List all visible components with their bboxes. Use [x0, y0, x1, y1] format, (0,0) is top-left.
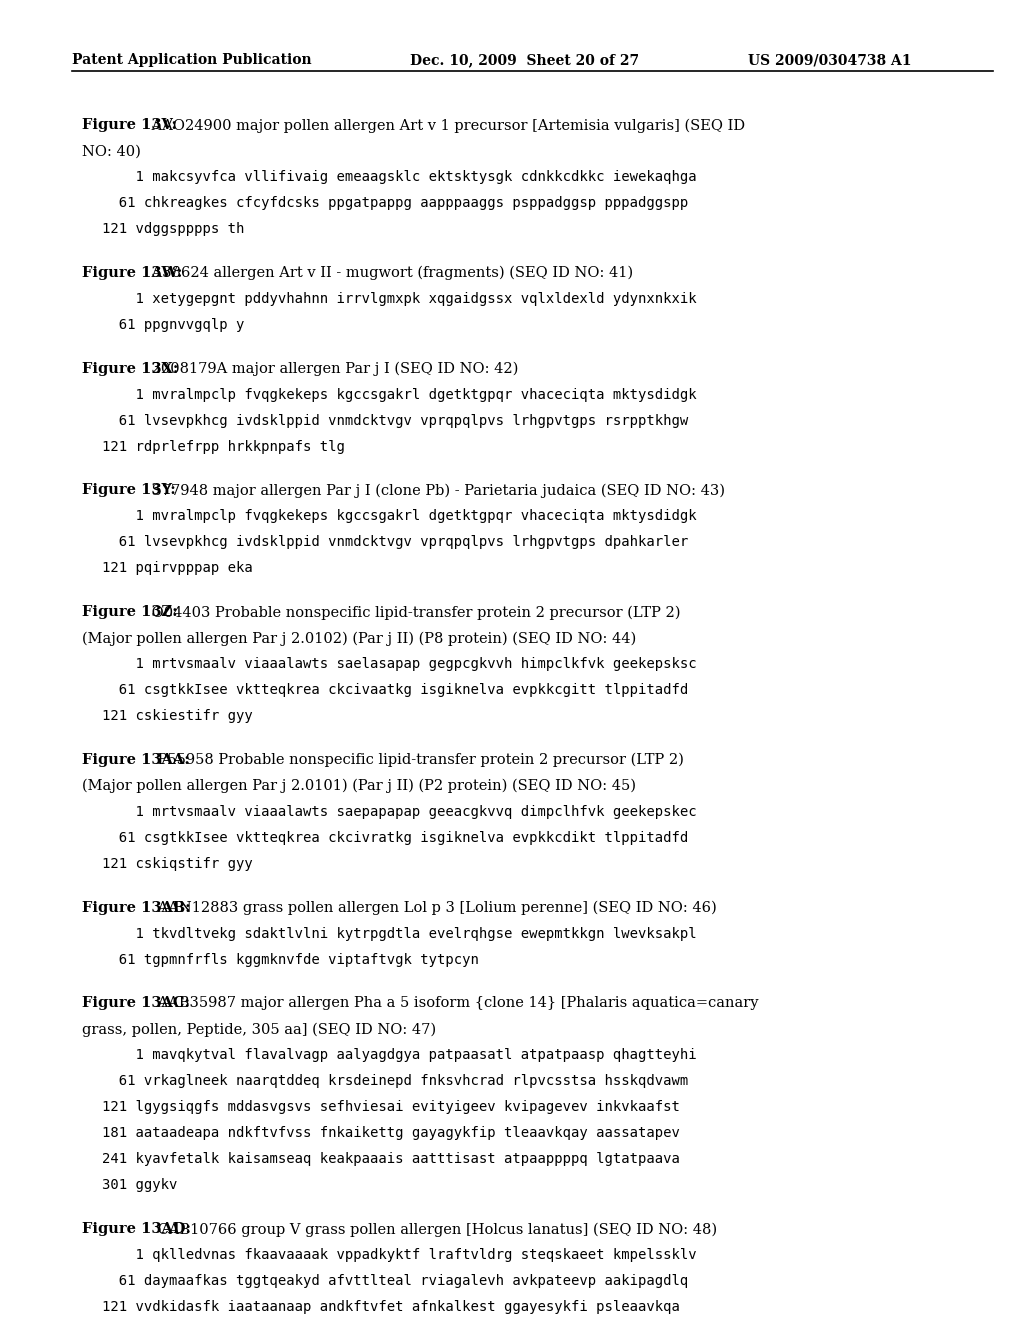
- Text: 2008179A major allergen Par j I (SEQ ID NO: 42): 2008179A major allergen Par j I (SEQ ID …: [147, 362, 518, 376]
- Text: S77948 major allergen Par j I (clone Pb) - Parietaria judaica (SEQ ID NO: 43): S77948 major allergen Par j I (clone Pb)…: [147, 483, 725, 498]
- Text: CAB10766 group V grass pollen allergen [Holcus lanatus] (SEQ ID NO: 48): CAB10766 group V grass pollen allergen […: [154, 1222, 718, 1237]
- Text: Figure 13V:: Figure 13V:: [82, 119, 177, 132]
- Text: 61 csgtkkIsee vktteqkrea ckcivratkg isgiknelva evpkkcdikt tlppitadfd: 61 csgtkkIsee vktteqkrea ckcivratkg isgi…: [102, 832, 689, 845]
- Text: AAB35987 major allergen Pha a 5 isoform {clone 14} [Phalaris aquatica=canary: AAB35987 major allergen Pha a 5 isoform …: [154, 997, 759, 1010]
- Text: 1 mvralmpclp fvqgkekeps kgccsgakrl dgetktgpqr vhaceciqta mktysdidgk: 1 mvralmpclp fvqgkekeps kgccsgakrl dgetk…: [102, 510, 697, 524]
- Text: 1 makcsyvfca vllifivaig emeaagsklc ektsktysgk cdnkkcdkkc iewekaqhga: 1 makcsyvfca vllifivaig emeaagsklc ektsk…: [102, 170, 697, 185]
- Text: AAN12883 grass pollen allergen Lol p 3 [Lolium perenne] (SEQ ID NO: 46): AAN12883 grass pollen allergen Lol p 3 […: [154, 900, 717, 915]
- Text: 61 daymaafkas tggtqeakyd afvttlteal rviagalevh avkpateevp aakipagdlq: 61 daymaafkas tggtqeakyd afvttlteal rvia…: [102, 1274, 689, 1288]
- Text: Figure 13Z:: Figure 13Z:: [82, 605, 177, 619]
- Text: 1 mavqkytval flavalvagp aalyagdgya patpaasatl atpatpaasp qhagtteyhi: 1 mavqkytval flavalvagp aalyagdgya patpa…: [102, 1048, 697, 1063]
- Text: 61 tgpmnfrfls kggmknvfde viptaftvgk tytpcyn: 61 tgpmnfrfls kggmknvfde viptaftvgk tytp…: [102, 953, 479, 966]
- Text: 1 tkvdltvekg sdaktlvlni kytrpgdtla evelrqhgse ewepmtkkgn lwevksakpl: 1 tkvdltvekg sdaktlvlni kytrpgdtla evelr…: [102, 927, 697, 941]
- Text: Patent Application Publication: Patent Application Publication: [72, 53, 311, 67]
- Text: 121 lgygsiqgfs mddasvgsvs sefhviesai evityigeev kvipagevev inkvkaafst: 121 lgygsiqgfs mddasvgsvs sefhviesai evi…: [102, 1101, 680, 1114]
- Text: 121 vvdkidasfk iaataanaap andkftvfet afnkalkest ggayesykfi psleaavkqa: 121 vvdkidasfk iaataanaap andkftvfet afn…: [102, 1300, 680, 1315]
- Text: 1 mrtvsmaalv viaaalawts saelasapap gegpcgkvvh himpclkfvk geekepsksc: 1 mrtvsmaalv viaaalawts saelasapap gegpc…: [102, 657, 697, 671]
- Text: P55958 Probable nonspecific lipid-transfer protein 2 precursor (LTP 2): P55958 Probable nonspecific lipid-transf…: [154, 752, 684, 767]
- Text: 121 rdprlefrpp hrkkpnpafs tlg: 121 rdprlefrpp hrkkpnpafs tlg: [102, 440, 345, 454]
- Text: 121 pqirvpppap eka: 121 pqirvpppap eka: [102, 561, 253, 576]
- Text: (Major pollen allergen Par j 2.0101) (Par j II) (P2 protein) (SEQ ID NO: 45): (Major pollen allergen Par j 2.0101) (Pa…: [82, 779, 636, 793]
- Text: 61 lvsevpkhcg ivdsklppid vnmdcktvgv vprqpqlpvs lrhgpvtgps rsrpptkhgw: 61 lvsevpkhcg ivdsklppid vnmdcktvgv vprq…: [102, 413, 689, 428]
- Text: 121 cskiqstifr gyy: 121 cskiqstifr gyy: [102, 857, 253, 871]
- Text: NO: 40): NO: 40): [82, 144, 140, 158]
- Text: O04403 Probable nonspecific lipid-transfer protein 2 precursor (LTP 2): O04403 Probable nonspecific lipid-transf…: [147, 605, 681, 619]
- Text: 1 mvralmpclp fvqgkekeps kgccsgakrl dgetktgpqr vhaceciqta mktysdidgk: 1 mvralmpclp fvqgkekeps kgccsgakrl dgetk…: [102, 388, 697, 401]
- Text: US 2009/0304738 A1: US 2009/0304738 A1: [748, 53, 911, 67]
- Text: 61 chkreagkes cfcyfdcsks ppgatpappg aapppaaggs psppadggsp pppadggspp: 61 chkreagkes cfcyfdcsks ppgatpappg aapp…: [102, 197, 689, 210]
- Text: (Major pollen allergen Par j 2.0102) (Par j II) (P8 protein) (SEQ ID NO: 44): (Major pollen allergen Par j 2.0102) (Pa…: [82, 631, 636, 645]
- Text: 61 vrkaglneek naarqtddeq krsdeinepd fnksvhcrad rlpvcsstsa hsskqdvawm: 61 vrkaglneek naarqtddeq krsdeinepd fnks…: [102, 1074, 689, 1089]
- Text: A38624 allergen Art v II - mugwort (fragments) (SEQ ID NO: 41): A38624 allergen Art v II - mugwort (frag…: [147, 265, 634, 280]
- Text: AAO24900 major pollen allergen Art v 1 precursor [Artemisia vulgaris] (SEQ ID: AAO24900 major pollen allergen Art v 1 p…: [147, 119, 745, 132]
- Text: 181 aataadeapa ndkftvfvss fnkaikettg gayagykfip tleaavkqay aassatapev: 181 aataadeapa ndkftvfvss fnkaikettg gay…: [102, 1126, 680, 1140]
- Text: Figure 13Y:: Figure 13Y:: [82, 483, 176, 498]
- Text: 121 vdggspppps th: 121 vdggspppps th: [102, 222, 245, 236]
- Text: 61 lvsevpkhcg ivdsklppid vnmdcktvgv vprqpqlpvs lrhgpvtgps dpahkarler: 61 lvsevpkhcg ivdsklppid vnmdcktvgv vprq…: [102, 536, 689, 549]
- Text: Figure 13X:: Figure 13X:: [82, 362, 178, 376]
- Text: 61 csgtkkIsee vktteqkrea ckcivaatkg isgiknelva evpkkcgitt tlppitadfd: 61 csgtkkIsee vktteqkrea ckcivaatkg isgi…: [102, 684, 689, 697]
- Text: Figure 13AC:: Figure 13AC:: [82, 997, 189, 1010]
- Text: Figure 13AA:: Figure 13AA:: [82, 752, 189, 767]
- Text: 121 cskiestifr gyy: 121 cskiestifr gyy: [102, 709, 253, 723]
- Text: 241 kyavfetalk kaisamseaq keakpaaais aatttisast atpaappppq lgtatpaava: 241 kyavfetalk kaisamseaq keakpaaais aat…: [102, 1152, 680, 1167]
- Text: 301 ggykv: 301 ggykv: [102, 1179, 178, 1192]
- Text: Figure 13AD:: Figure 13AD:: [82, 1222, 190, 1237]
- Text: 61 ppgnvvgqlp y: 61 ppgnvvgqlp y: [102, 318, 245, 331]
- Text: 1 xetygepgnt pddyvhahnn irrvlgmxpk xqgaidgssx vqlxldexld ydynxnkxik: 1 xetygepgnt pddyvhahnn irrvlgmxpk xqgai…: [102, 292, 697, 306]
- Text: grass, pollen, Peptide, 305 aa] (SEQ ID NO: 47): grass, pollen, Peptide, 305 aa] (SEQ ID …: [82, 1023, 436, 1036]
- Text: Dec. 10, 2009  Sheet 20 of 27: Dec. 10, 2009 Sheet 20 of 27: [410, 53, 639, 67]
- Text: 1 mrtvsmaalv viaaalawts saepapapap geeacgkvvq dimpclhfvk geekepskec: 1 mrtvsmaalv viaaalawts saepapapap geeac…: [102, 805, 697, 818]
- Text: Figure 13AB:: Figure 13AB:: [82, 900, 190, 915]
- Text: 1 qklledvnas fkaavaaaak vppadkyktf lraftvldrg steqskaeet kmpelssklv: 1 qklledvnas fkaavaaaak vppadkyktf lraft…: [102, 1249, 697, 1262]
- Text: Figure 13W:: Figure 13W:: [82, 265, 182, 280]
